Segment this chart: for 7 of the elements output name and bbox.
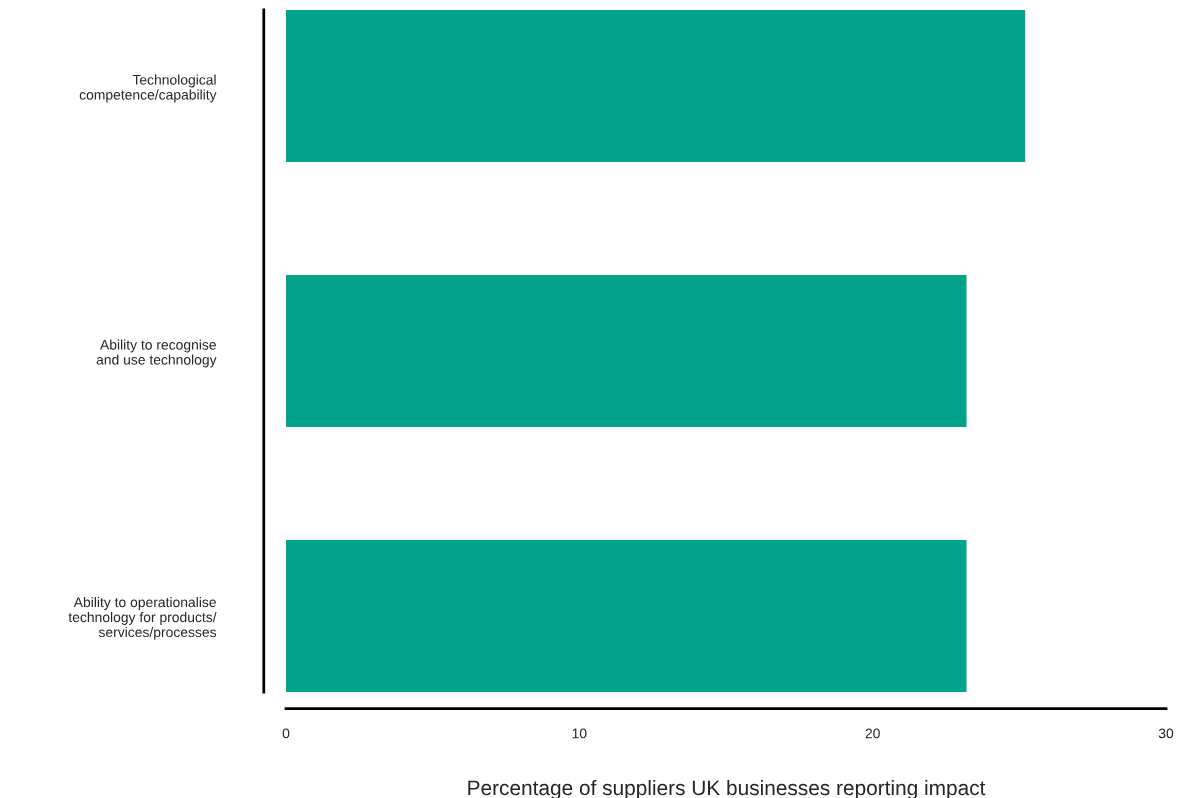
y-tick-label: Ability to recognise and use technology xyxy=(96,339,217,368)
x-tick-label: 20 xyxy=(865,728,880,739)
y-tick-label: Ability to operationalise technology for products/ services/processes xyxy=(68,596,217,640)
x-tick-label: 30 xyxy=(1158,728,1174,739)
y-tick-label: Technological competence/capability xyxy=(79,74,217,103)
x-tick-label: 0 xyxy=(282,728,290,739)
x-tick-label: 10 xyxy=(572,728,587,739)
